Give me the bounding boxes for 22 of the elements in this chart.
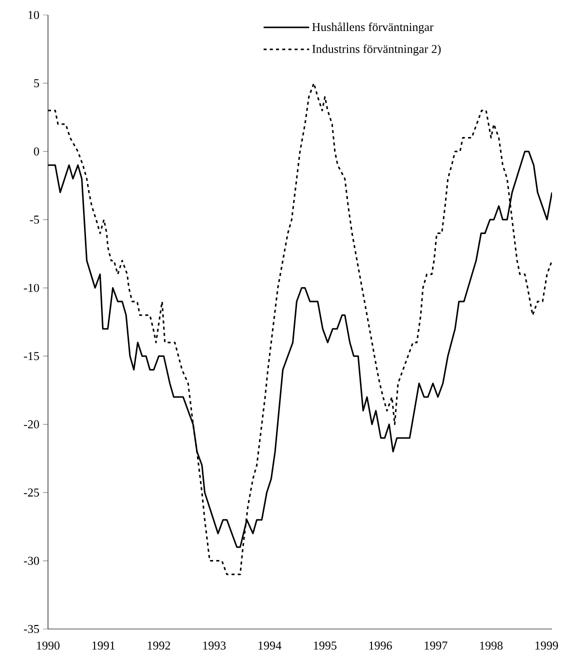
- x-tick-label: 1998: [480, 642, 503, 650]
- y-tick-label: -5: [30, 216, 40, 224]
- y-tick-label: 0: [34, 147, 40, 156]
- x-tick-label: 1999: [536, 642, 558, 650]
- x-tick-label: 1996: [369, 642, 392, 650]
- y-tick-label: -25: [24, 488, 40, 497]
- x-tick-label: 1997: [424, 642, 448, 650]
- x-tick-label: 1991: [92, 642, 115, 650]
- x-tick-label: 1990: [37, 642, 60, 650]
- x-tick-label: 1993: [203, 642, 226, 650]
- y-tick-label: -30: [24, 556, 40, 565]
- legend-label: Hushållens förväntningar: [312, 22, 434, 34]
- y-tick-label: -15: [24, 352, 40, 360]
- x-tick-label: 1994: [258, 642, 282, 650]
- y-tick-label: -20: [24, 420, 40, 428]
- y-tick-label: 10: [28, 10, 40, 20]
- x-tick-label: 1995: [314, 642, 336, 650]
- y-tick-label: -10: [24, 284, 40, 292]
- legend-label: Industrins förväntningar 2): [312, 44, 441, 56]
- y-tick-label: -35: [24, 624, 40, 634]
- y-tick-label: 5: [34, 79, 40, 88]
- x-tick-label: 1992: [148, 642, 170, 650]
